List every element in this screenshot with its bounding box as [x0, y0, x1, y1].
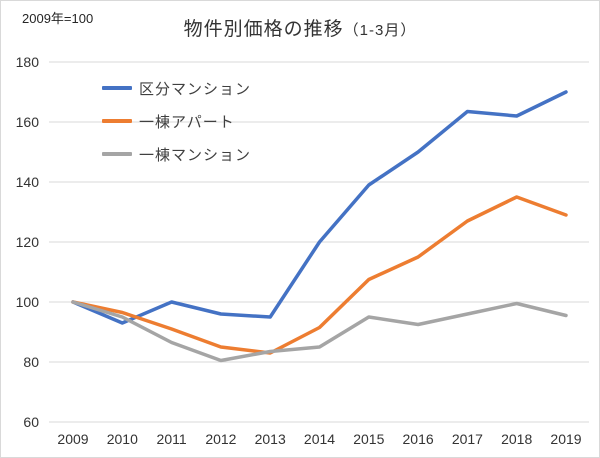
x-axis-tick-label: 2010	[107, 431, 138, 447]
y-axis-tick-label: 160	[16, 114, 40, 130]
y-axis-tick-label: 140	[16, 174, 40, 190]
x-axis-tick-label: 2013	[255, 431, 286, 447]
chart-title: 物件別価格の推移（1-3月）	[1, 14, 599, 41]
series-line-itto-apart	[71, 195, 568, 355]
x-axis-tick-label: 2012	[205, 431, 236, 447]
y-axis-tick-label: 100	[16, 294, 40, 310]
legend-item-label: 一棟アパート	[139, 113, 235, 131]
legend-line-swatch	[102, 86, 132, 90]
legend-item-kubun-mansion: 区分マンション	[102, 77, 251, 99]
y-axis-tick-label: 80	[23, 354, 39, 370]
x-axis-tick-label: 2017	[452, 431, 483, 447]
x-axis-tick-label: 2014	[304, 431, 335, 447]
legend-line-swatch	[102, 152, 132, 156]
index-base-note: 2009年=100	[22, 11, 94, 26]
x-axis-tick-label: 2019	[550, 431, 581, 447]
series-line-kubun-mansion	[71, 90, 568, 325]
x-axis-tick-label: 2011	[157, 431, 187, 447]
y-axis-tick-label: 60	[23, 414, 39, 430]
y-axis-tick-label: 120	[16, 234, 40, 250]
y-axis-tick-label: 180	[16, 54, 40, 70]
legend-item-label: 一棟マンション	[139, 146, 252, 164]
chart-title-suffix: （1-3月）	[343, 22, 417, 39]
chart-title-main: 物件別価格の推移	[183, 19, 344, 40]
legend-item-itto-mansion: 一棟マンション	[102, 143, 251, 165]
x-axis-tick-label: 2018	[501, 431, 532, 447]
legend-item-itto-apart: 一棟アパート	[102, 110, 251, 132]
legend-line-swatch	[102, 119, 132, 123]
legend: 区分マンション 一棟アパート 一棟マンション	[102, 77, 251, 176]
x-axis-tick-label: 2016	[403, 431, 434, 447]
series-line-itto-mansion	[71, 300, 568, 363]
x-axis-tick-label: 2009	[57, 431, 88, 447]
legend-item-label: 区分マンション	[139, 80, 252, 98]
x-axis-tick-label: 2015	[353, 431, 384, 447]
